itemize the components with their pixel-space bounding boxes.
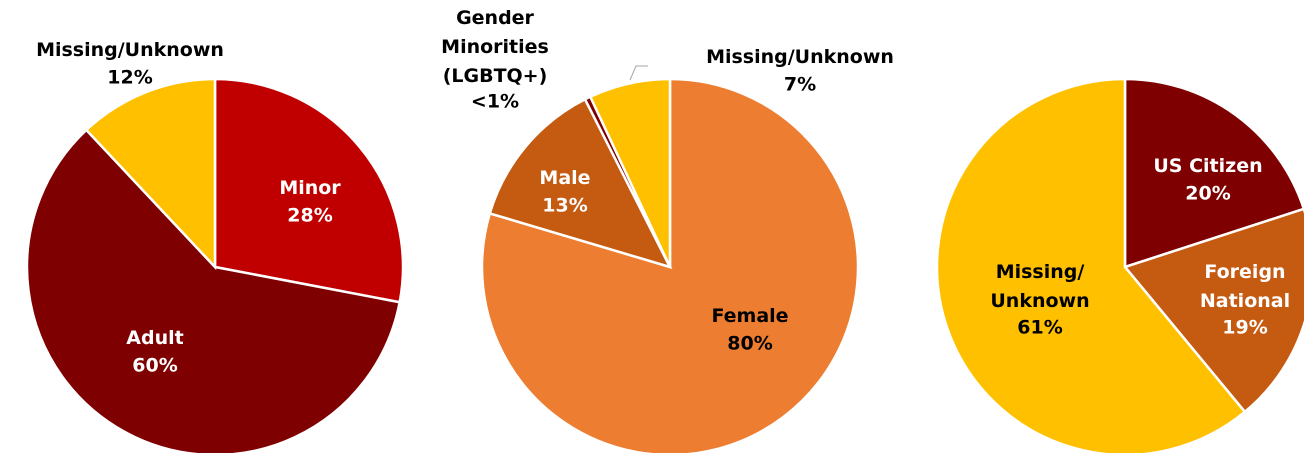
pie-slice bbox=[25, 128, 402, 453]
value-label: <1% bbox=[471, 91, 519, 113]
slice-label: US Citizen bbox=[1153, 155, 1262, 177]
value-label: 13% bbox=[542, 195, 587, 217]
pie-slice bbox=[935, 77, 1247, 453]
pie-slice bbox=[1123, 77, 1304, 269]
value-label: 28% bbox=[287, 205, 332, 227]
slice-label: Male bbox=[539, 167, 590, 189]
slice-label: Female bbox=[711, 305, 788, 327]
value-label: 19% bbox=[1222, 317, 1267, 339]
slice-label: Gender Minorities (LGBTQ+) bbox=[441, 7, 549, 87]
value-label: 61% bbox=[1017, 317, 1062, 339]
slice-label: Missing/Unknown bbox=[706, 46, 894, 68]
slice-label: Minor bbox=[279, 177, 341, 199]
leader-line bbox=[629, 65, 648, 81]
pie-slice bbox=[84, 77, 217, 271]
value-label: 80% bbox=[727, 333, 772, 355]
pie-slice bbox=[213, 77, 405, 304]
pie-slice bbox=[488, 97, 673, 270]
value-label: 7% bbox=[784, 74, 816, 96]
slice-label: Adult bbox=[126, 327, 183, 349]
value-label: 12% bbox=[107, 67, 152, 89]
value-label: 60% bbox=[132, 355, 177, 377]
value-label: 20% bbox=[1185, 183, 1230, 205]
slice-label: Foreign National bbox=[1200, 261, 1290, 312]
slice-label: Missing/Unknown bbox=[990, 261, 1089, 312]
pie-slice bbox=[588, 77, 672, 268]
pie-slice bbox=[1122, 207, 1304, 414]
slice-label: Missing/Unknown bbox=[36, 39, 224, 61]
